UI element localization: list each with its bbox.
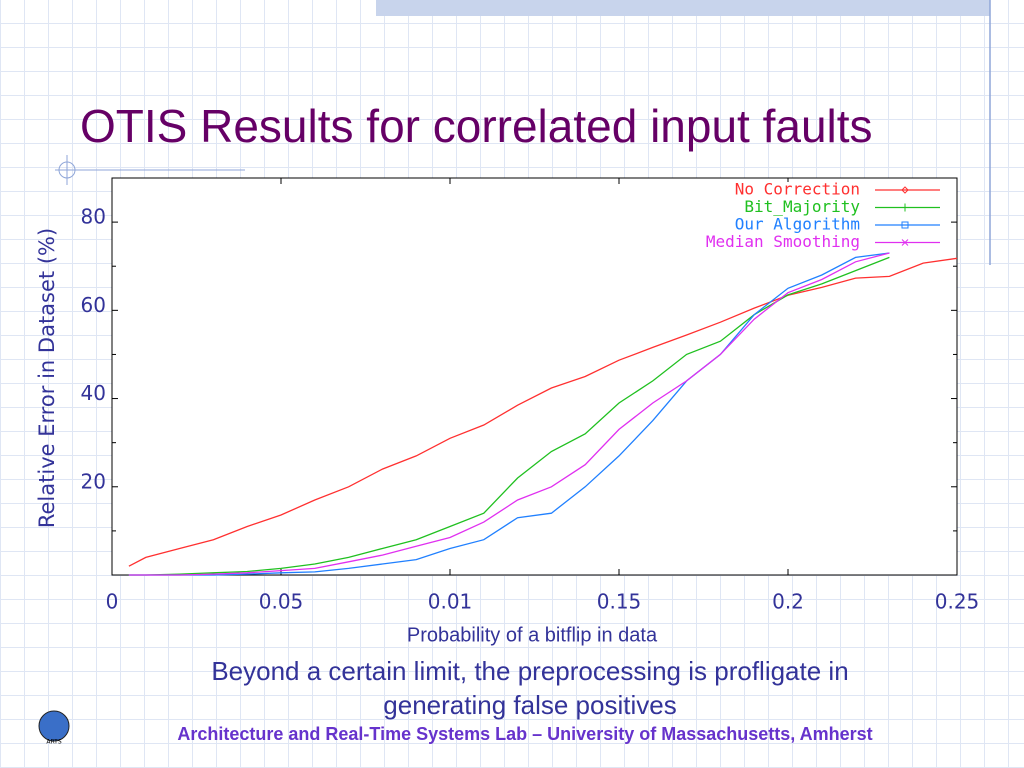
legend-marker: [901, 186, 909, 194]
legend-label: No Correction: [735, 180, 860, 199]
y-tick-label: 60: [81, 293, 106, 317]
x-tick-label: 0.05: [259, 590, 304, 614]
legend-label: Our Algorithm: [735, 215, 860, 234]
x-tick-label: 0.25: [935, 590, 980, 614]
legend-label: Median Smoothing: [706, 232, 860, 251]
series-line: [128, 256, 890, 576]
logo-text: ARTS: [46, 739, 62, 746]
footer: Architecture and Real-Time Systems Lab –…: [177, 724, 872, 744]
y-tick-label: 20: [81, 469, 106, 493]
legend-bg: [650, 234, 950, 252]
legend-label: Bit_Majority: [744, 197, 860, 216]
decor-circle: [58, 161, 76, 179]
legend-marker: [902, 203, 908, 212]
legend-bg: [650, 217, 950, 234]
y-tick-label: 80: [81, 205, 106, 229]
caption: Beyond a certain limit, the preprocessin…: [211, 656, 848, 686]
y-tick-label: 40: [81, 381, 106, 405]
legend-bg: [650, 182, 950, 199]
x-tick-label: 0: [106, 590, 119, 614]
x-tick-label: 0.15: [597, 590, 642, 614]
slide-title: OTIS Results for correlated input faults: [80, 100, 873, 152]
header-band: [376, 0, 990, 16]
series-line: [128, 252, 890, 576]
legend-bg: [650, 199, 950, 217]
logo: [38, 710, 70, 742]
legend-marker: [901, 221, 909, 229]
legend-marker: [901, 239, 909, 246]
series-line: [128, 257, 958, 567]
x-tick-label: 0.2: [772, 590, 804, 614]
y-axis-label: Relative Error in Dataset (%): [35, 228, 59, 528]
caption: generating false positives: [383, 690, 676, 720]
x-tick-label: 0.01: [428, 590, 473, 614]
series-line: [128, 252, 890, 576]
x-axis-label: Probability of a bitflip in data: [407, 624, 658, 646]
